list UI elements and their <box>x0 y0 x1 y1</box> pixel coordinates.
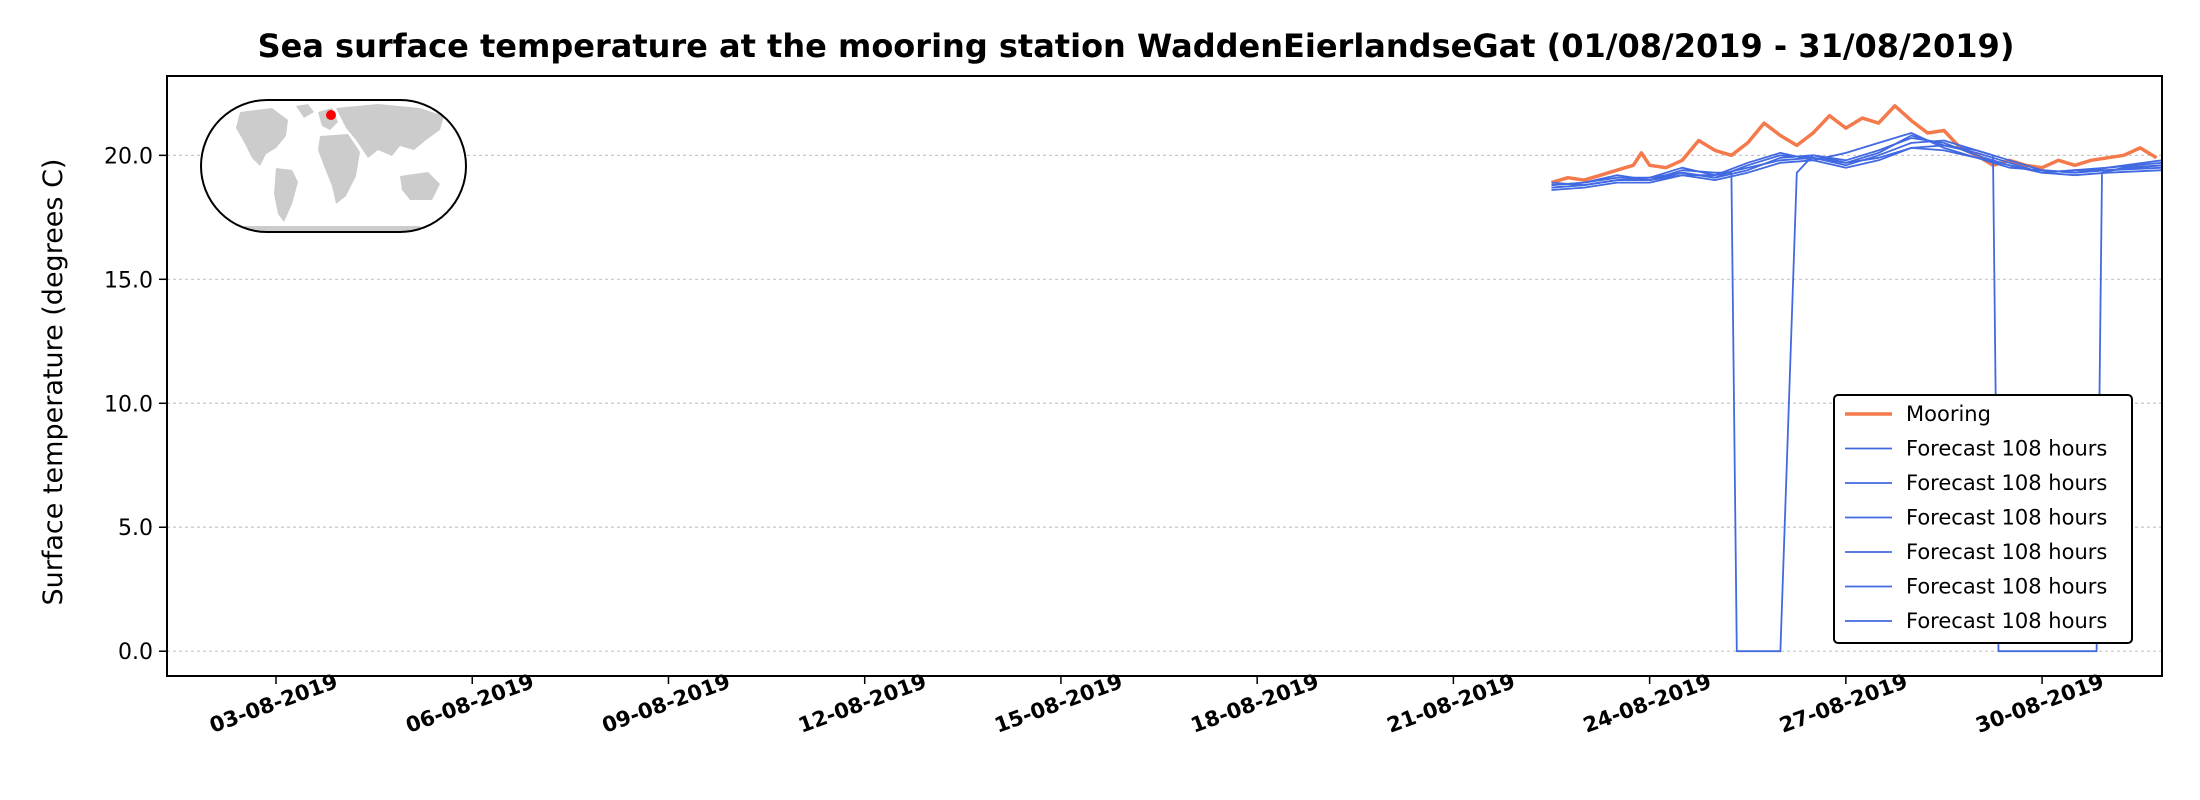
legend-label: Mooring <box>1906 402 1991 426</box>
y-tick-label: 10.0 <box>104 392 153 417</box>
legend-label: Forecast 108 hours <box>1906 540 2107 564</box>
legend-label: Forecast 108 hours <box>1906 506 2107 530</box>
plot-series <box>1550 104 2163 653</box>
x-tick-label: 06-08-2019 <box>403 669 537 737</box>
y-tick-label: 15.0 <box>104 268 153 293</box>
world-map-landmass <box>201 100 466 232</box>
y-tick-label: 5.0 <box>118 516 153 541</box>
x-tick-label: 09-08-2019 <box>599 669 733 737</box>
x-tick-label: 18-08-2019 <box>1188 669 1322 737</box>
x-tick-label: 15-08-2019 <box>991 669 1125 737</box>
y-tick-label: 20.0 <box>104 144 153 169</box>
legend-label: Forecast 108 hours <box>1906 471 2107 495</box>
y-axis-ticks: 0.0 5.0 10.0 15.0 20.0 <box>104 144 167 665</box>
x-axis-ticks: 03-08-2019 06-08-2019 09-08-2019 12-08-2019… <box>206 669 2107 737</box>
legend-label: Forecast 108 hours <box>1906 575 2107 599</box>
legend-label: Forecast 108 hours <box>1906 609 2107 633</box>
legend-label: Forecast 108 hours <box>1906 437 2107 461</box>
x-tick-label: 27-08-2019 <box>1776 669 1910 737</box>
x-tick-label: 21-08-2019 <box>1384 669 1518 737</box>
chart-title: Sea surface temperature at the mooring s… <box>258 27 2015 65</box>
x-tick-label: 03-08-2019 <box>206 669 340 737</box>
map-frame <box>200 99 467 233</box>
series-line-forecast <box>1551 139 2163 187</box>
world-map-inset <box>200 99 467 233</box>
x-tick-label: 30-08-2019 <box>1972 669 2106 737</box>
legend: Mooring Forecast 108 hours Forecast 108 ho… <box>1833 394 2133 644</box>
series-line-mooring <box>1550 104 2158 185</box>
station-marker <box>326 110 336 120</box>
y-tick-label: 0.0 <box>118 640 153 665</box>
gridlines <box>167 154 2162 652</box>
x-tick-label: 12-08-2019 <box>795 669 929 737</box>
series-line-forecast <box>1551 134 2163 189</box>
plot-frame <box>166 75 2163 677</box>
x-tick-label: 24-08-2019 <box>1580 669 1714 737</box>
legend-box <box>1833 394 2133 644</box>
y-axis-label: Surface temperature (degrees C) <box>38 159 69 606</box>
